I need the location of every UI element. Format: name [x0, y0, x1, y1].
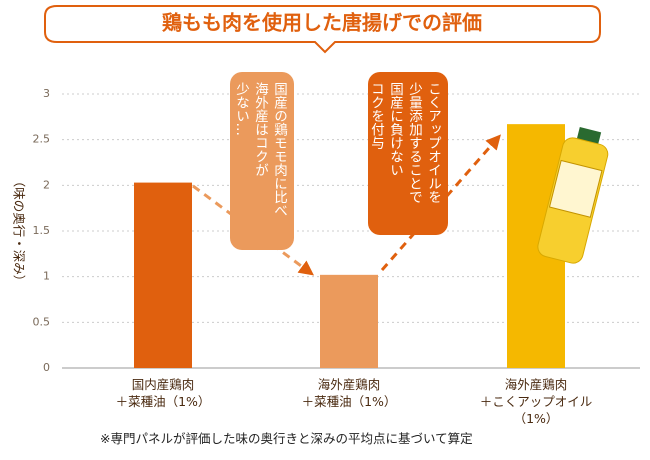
chart-title: 鶏もも肉を使用した唐揚げでの評価: [162, 11, 482, 35]
x-tick-label: 海外産鶏肉 ＋菜種油（1%）: [301, 377, 397, 409]
y-tick-label: 1: [43, 270, 50, 283]
annotation: こくアップオイルを 少量添加することで 国産に負けない コクを付与: [368, 72, 448, 235]
bar: [320, 274, 378, 368]
x-tick-label: 国内産鶏肉 ＋菜種油（1%）: [115, 377, 211, 409]
annotation: 国産の鶏モモ肉に比べ 海外産はコクが 少ない…: [230, 72, 294, 250]
y-tick-label: 0.5: [33, 315, 51, 328]
y-tick-label: 2: [43, 178, 50, 191]
y-axis-label: （味の奥行・深み）: [12, 175, 27, 288]
y-tick-label: 1.5: [33, 224, 51, 237]
title-bubble: [44, 5, 601, 54]
oil-bottle: [537, 126, 609, 264]
y-tick-label: 0: [43, 361, 50, 374]
bar: [134, 182, 192, 368]
footnote: ※専門パネルが評価した味の奥行きと深みの平均点に基づいて算定: [100, 431, 473, 446]
y-tick-label: 3: [43, 87, 50, 100]
y-tick-label: 2.5: [33, 133, 51, 146]
x-tick-label: 海外産鶏肉 ＋こくアップオイル （1%）: [479, 377, 593, 426]
